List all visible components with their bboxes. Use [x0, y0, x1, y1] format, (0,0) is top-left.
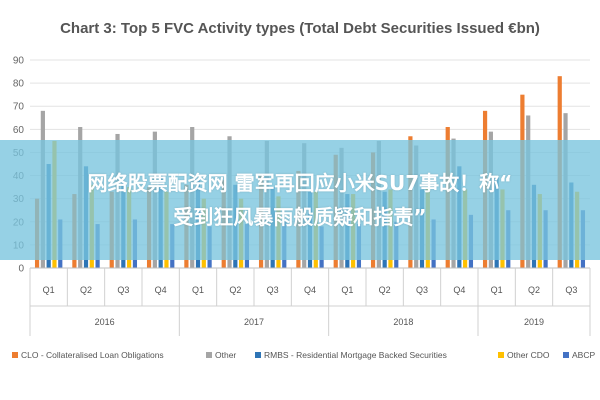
y-tick-label: 80 — [13, 79, 25, 90]
x-tick-label: Q1 — [341, 285, 353, 295]
legend-item: CLO - Collateralised Loan Obligations — [12, 350, 164, 360]
x-tick-label: Q1 — [491, 285, 503, 295]
legend-label: RMBS - Residential Mortgage Backed Secur… — [264, 350, 447, 360]
x-tick-label: Q4 — [304, 285, 316, 295]
legend-swatch — [12, 352, 18, 358]
x-tick-label: Q4 — [155, 285, 167, 295]
x-tick-label: Q3 — [416, 285, 428, 295]
x-group-label: 2017 — [244, 317, 264, 327]
y-tick-label: 60 — [13, 125, 25, 136]
legend-label: Other — [215, 350, 236, 360]
headline-line-2: 受到狂风暴雨般质疑和指责” — [173, 205, 427, 229]
y-tick-label: 70 — [13, 102, 25, 113]
legend-item: Other CDO — [498, 350, 550, 360]
legend-swatch — [498, 352, 504, 358]
news-headline-overlay: 网络股票配资网 雷军再回应小米SU7事故！称“ 受到狂风暴雨般质疑和指责” — [0, 140, 600, 260]
x-group-label: 2019 — [524, 317, 544, 327]
x-tick-label: Q3 — [565, 285, 577, 295]
legend-label: ABCP — [572, 350, 595, 360]
legend-item: ABCP — [563, 350, 595, 360]
x-tick-label: Q2 — [379, 285, 391, 295]
x-tick-label: Q4 — [453, 285, 465, 295]
chart-title: Chart 3: Top 5 FVC Activity types (Total… — [60, 20, 540, 37]
legend-label: CLO - Collateralised Loan Obligations — [21, 350, 164, 360]
y-tick-label: 90 — [13, 56, 25, 67]
legend-swatch — [206, 352, 212, 358]
x-tick-label: Q1 — [192, 285, 204, 295]
legend: CLO - Collateralised Loan Obligations Oth… — [12, 350, 595, 360]
legend-item: Other — [206, 350, 236, 360]
x-group-label: 2018 — [393, 317, 413, 327]
x-tick-label: Q3 — [267, 285, 279, 295]
x-tick-label: Q3 — [117, 285, 129, 295]
headline-line-1: 网络股票配资网 雷军再回应小米SU7事故！称“ — [87, 171, 513, 195]
x-tick-label: Q2 — [80, 285, 92, 295]
legend-swatch — [255, 352, 261, 358]
legend-item: RMBS - Residential Mortgage Backed Secur… — [255, 350, 447, 360]
x-tick-label: Q2 — [229, 285, 241, 295]
x-tick-label: Q1 — [43, 285, 55, 295]
x-group-label: 2016 — [95, 317, 115, 327]
y-tick-label: 0 — [18, 264, 24, 275]
x-tick-label: Q2 — [528, 285, 540, 295]
legend-swatch — [563, 352, 569, 358]
x-axis: Q1 Q2 Q3 Q4 Q1 Q2 Q3 Q4 Q1 Q2 Q3 Q4 Q1 Q2 Q3 2016 2017 20… — [29, 267, 591, 336]
legend-label: Other CDO — [507, 350, 550, 360]
